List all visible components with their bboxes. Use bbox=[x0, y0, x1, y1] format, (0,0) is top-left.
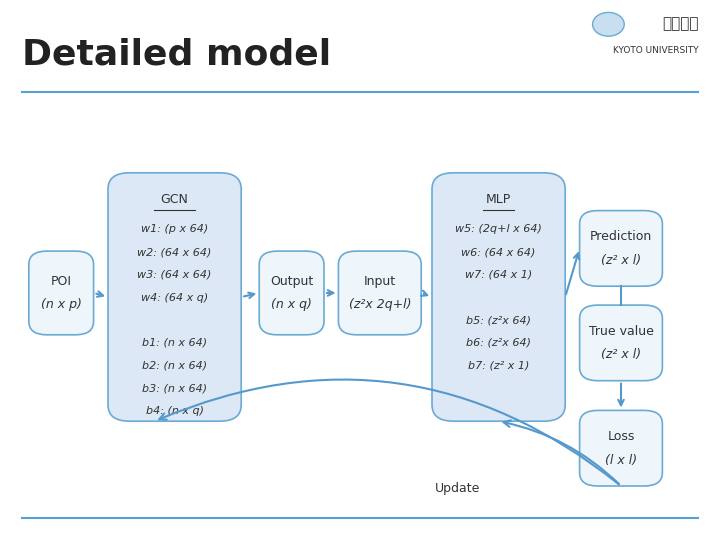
Text: (z²x 2q+l): (z²x 2q+l) bbox=[348, 298, 411, 312]
Text: w3: (64 x 64): w3: (64 x 64) bbox=[138, 270, 212, 280]
Text: b2: (n x 64): b2: (n x 64) bbox=[142, 361, 207, 370]
FancyBboxPatch shape bbox=[580, 410, 662, 486]
Text: MLP: MLP bbox=[486, 193, 511, 206]
Text: Loss: Loss bbox=[607, 430, 635, 443]
Text: Update: Update bbox=[434, 482, 480, 495]
Text: b1: (n x 64): b1: (n x 64) bbox=[142, 338, 207, 348]
Text: b6: (z²x 64): b6: (z²x 64) bbox=[466, 338, 531, 348]
Text: (z² x l): (z² x l) bbox=[601, 348, 641, 361]
Text: b4: (n x q): b4: (n x q) bbox=[145, 406, 204, 416]
Text: (n x q): (n x q) bbox=[271, 298, 312, 312]
FancyBboxPatch shape bbox=[29, 251, 94, 335]
Text: (l x l): (l x l) bbox=[605, 454, 637, 467]
Text: w6: (64 x 64): w6: (64 x 64) bbox=[462, 247, 536, 257]
Text: Input: Input bbox=[364, 274, 396, 288]
Text: True value: True value bbox=[588, 325, 654, 338]
Text: KYOTO UNIVERSITY: KYOTO UNIVERSITY bbox=[613, 46, 698, 55]
Text: POI: POI bbox=[50, 274, 72, 288]
FancyBboxPatch shape bbox=[580, 305, 662, 381]
FancyBboxPatch shape bbox=[580, 211, 662, 286]
FancyBboxPatch shape bbox=[432, 173, 565, 421]
Text: b7: (z² x 1): b7: (z² x 1) bbox=[468, 361, 529, 370]
Text: Prediction: Prediction bbox=[590, 230, 652, 243]
Text: w2: (64 x 64): w2: (64 x 64) bbox=[138, 247, 212, 257]
Text: b3: (n x 64): b3: (n x 64) bbox=[142, 383, 207, 393]
Circle shape bbox=[593, 12, 624, 36]
FancyBboxPatch shape bbox=[259, 251, 324, 335]
Text: GCN: GCN bbox=[161, 193, 189, 206]
Text: b5: (z²x 64): b5: (z²x 64) bbox=[466, 315, 531, 325]
Text: (n x p): (n x p) bbox=[41, 298, 81, 312]
FancyBboxPatch shape bbox=[108, 173, 241, 421]
Text: (z² x l): (z² x l) bbox=[601, 254, 641, 267]
Text: w1: (p x 64): w1: (p x 64) bbox=[141, 225, 208, 234]
Text: w7: (64 x 1): w7: (64 x 1) bbox=[465, 270, 532, 280]
Text: Detailed model: Detailed model bbox=[22, 38, 330, 72]
Text: 京都大学: 京都大学 bbox=[662, 16, 698, 31]
Text: w5: (2q+l x 64): w5: (2q+l x 64) bbox=[455, 225, 542, 234]
Text: w4: (64 x q): w4: (64 x q) bbox=[141, 293, 208, 302]
FancyBboxPatch shape bbox=[338, 251, 421, 335]
Text: Output: Output bbox=[270, 274, 313, 288]
